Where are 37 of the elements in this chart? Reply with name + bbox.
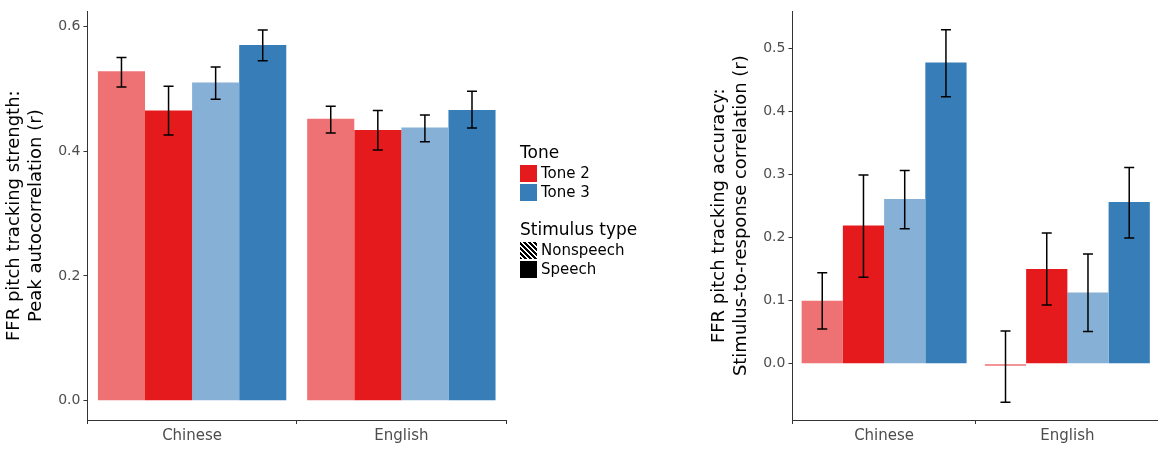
bar bbox=[925, 62, 967, 364]
bar bbox=[97, 71, 146, 401]
bar bbox=[1067, 292, 1109, 364]
bar bbox=[401, 127, 449, 401]
legend-title: Tone bbox=[520, 142, 561, 162]
y-axis-title: FFR pitch tracking accuracy: Stimulus-to-response correlation (r) bbox=[707, 55, 751, 377]
x-tick-label: English bbox=[374, 425, 429, 444]
y-tick-label: 0.6 bbox=[58, 17, 81, 34]
bar bbox=[192, 82, 240, 401]
text: Stimulus type bbox=[520, 219, 639, 239]
y-tick-label: 0.4 bbox=[763, 101, 786, 118]
bar bbox=[801, 300, 843, 364]
y-tick-label: 0.4 bbox=[58, 141, 81, 158]
bar bbox=[448, 109, 496, 401]
bar bbox=[145, 110, 193, 401]
y-tick-label: 0.1 bbox=[763, 291, 786, 308]
x-tick-label: English bbox=[1040, 425, 1095, 444]
x-tick-label: Chinese bbox=[854, 425, 915, 444]
text: Nonspeech bbox=[541, 241, 625, 259]
text: Speech bbox=[541, 260, 597, 278]
legend-label: Tone 2 bbox=[541, 164, 590, 182]
bar bbox=[239, 45, 287, 401]
bar bbox=[307, 118, 355, 401]
x-tick-label: Chinese bbox=[162, 425, 223, 444]
y-tick-label: 0.2 bbox=[58, 266, 81, 283]
y-tick-label: 0.3 bbox=[763, 164, 786, 181]
y-tick-label: 0.0 bbox=[58, 391, 81, 408]
bar bbox=[1026, 269, 1068, 364]
y-tick-label: 0.0 bbox=[763, 354, 786, 371]
bar bbox=[842, 225, 885, 364]
bar bbox=[884, 198, 926, 364]
y-tick-label: 0.5 bbox=[763, 38, 786, 55]
bar bbox=[1108, 202, 1150, 364]
bar bbox=[354, 129, 402, 401]
y-axis-title: FFR pitch tracking strength: Peak autocorrelation (r) bbox=[2, 90, 46, 342]
y-tick-label: 0.2 bbox=[763, 228, 786, 245]
legend-label: Tone 3 bbox=[541, 183, 590, 201]
